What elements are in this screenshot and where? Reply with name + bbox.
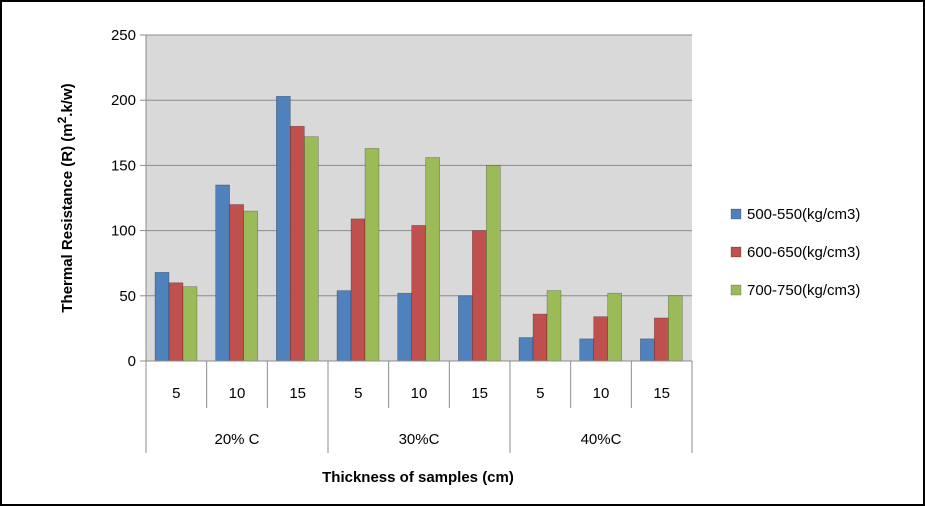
bar [154,272,170,362]
bar [593,316,608,362]
bar [215,184,230,362]
y-tick-label: 150 [111,157,136,174]
y-tick-label: 100 [111,223,136,240]
legend-swatch [730,208,742,220]
group-label: 30%C [399,431,440,448]
bar [304,136,319,362]
legend-swatch [730,246,742,258]
x-axis-title: Thickness of samples (cm) [322,469,514,486]
y-tick-labels: 0 50 100 150 200 250 [111,27,136,370]
y-tick-label: 0 [128,353,136,370]
bar [364,148,380,362]
bar [458,295,473,362]
group-label: 20% C [214,431,259,448]
y-axis-title: Thermal Resistance (R) (m2.k/w) [55,83,76,312]
bar [518,337,534,362]
bar [336,290,352,362]
bar [486,165,501,362]
bar [579,338,594,362]
legend-swatch [730,284,742,296]
legend-label: 700-750(kg/cm3) [747,282,860,299]
bar [668,295,683,362]
x-tick-labels: 5 10 15 5 10 15 5 10 15 [172,385,670,402]
y-tick-label: 50 [119,288,136,305]
x-tick-label: 5 [354,385,362,402]
bar [276,95,291,362]
bar [607,292,622,362]
bar [290,125,305,362]
bar [532,313,548,362]
legend-label: 500-550(kg/cm3) [747,206,860,223]
bar [425,157,440,362]
group-labels: 20% C 30%C 40%C [214,431,621,448]
x-tick-label: 5 [536,385,544,402]
bar [654,317,669,362]
legend: 500-550(kg/cm3) 600-650(kg/cm3) 700-750(kg… [730,206,860,299]
bar [182,286,198,362]
x-tick-label: 5 [172,385,180,402]
bar [397,292,412,362]
x-tick-label: 10 [229,385,246,402]
bar [640,338,655,362]
x-tick-label: 10 [411,385,428,402]
bar [168,282,184,362]
x-tick-label: 10 [593,385,610,402]
axes [145,35,693,453]
y-tick-label: 200 [111,92,136,109]
y-tick-label: 250 [111,27,136,44]
x-tick-label: 15 [289,385,306,402]
bar [243,210,258,362]
bar [350,218,366,362]
legend-label: 600-650(kg/cm3) [747,244,860,261]
group-label: 40%C [581,431,622,448]
bar [229,204,244,362]
bar [472,230,487,362]
bar [546,290,562,362]
x-tick-label: 15 [653,385,670,402]
x-tick-label: 15 [471,385,488,402]
bar [411,225,426,362]
